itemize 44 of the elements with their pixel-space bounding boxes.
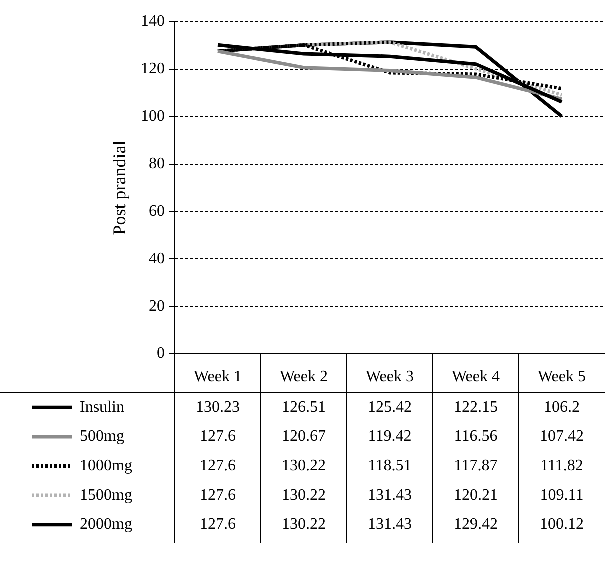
data-label: 131.43	[368, 486, 412, 504]
y-tick-label: 60	[149, 202, 165, 220]
y-tick-label: 40	[149, 250, 165, 268]
data-label: 130.23	[196, 398, 240, 416]
data-label: 130.22	[282, 516, 326, 534]
y-tick-label: 0	[157, 345, 165, 362]
data-label: 130.22	[282, 486, 326, 504]
data-label: 116.56	[454, 428, 498, 446]
legend-label: Insulin	[80, 398, 124, 416]
y-tick-label: 120	[141, 60, 165, 78]
data-label: 120.67	[282, 428, 326, 446]
x-tick-label: Week 2	[280, 368, 328, 386]
y-tick-label: 20	[149, 298, 165, 315]
data-label: 111.82	[540, 457, 584, 474]
data-label: 127.6	[200, 516, 236, 534]
data-label: 122.15	[454, 398, 498, 416]
legend-label: 500mg	[80, 428, 124, 446]
data-label: 118.51	[368, 457, 412, 474]
data-label: 120.21	[454, 486, 498, 504]
data-label: 127.6	[200, 486, 236, 504]
x-tick-label: Week 3	[366, 368, 414, 386]
y-tick-label: 140	[141, 13, 165, 30]
data-label: 127.6	[200, 428, 236, 446]
legend-label: 1000mg	[80, 457, 132, 474]
data-label: 127.6	[200, 457, 236, 474]
x-tick-label: Week 4	[452, 368, 500, 386]
x-tick-label: Week 1	[194, 368, 242, 386]
data-label: 100.12	[540, 516, 584, 534]
data-label: 126.51	[282, 398, 326, 416]
data-label: 117.87	[454, 457, 498, 474]
data-label: 119.42	[368, 428, 412, 446]
data-label: 106.2	[544, 398, 580, 416]
data-label: 129.42	[454, 516, 498, 534]
data-label: 107.42	[540, 428, 584, 446]
legend-label: 2000mg	[80, 516, 132, 534]
data-label: 125.42	[368, 398, 412, 416]
data-label: 130.22	[282, 457, 326, 474]
y-tick-label: 80	[149, 155, 165, 172]
y-tick-label: 100	[141, 108, 165, 126]
legend-label: 1500mg	[80, 486, 132, 504]
x-tick-label: Week 5	[538, 368, 586, 386]
y-axis-title: Post prandial	[110, 140, 130, 236]
data-label: 109.11	[540, 486, 584, 504]
data-label: 131.43	[368, 516, 412, 534]
